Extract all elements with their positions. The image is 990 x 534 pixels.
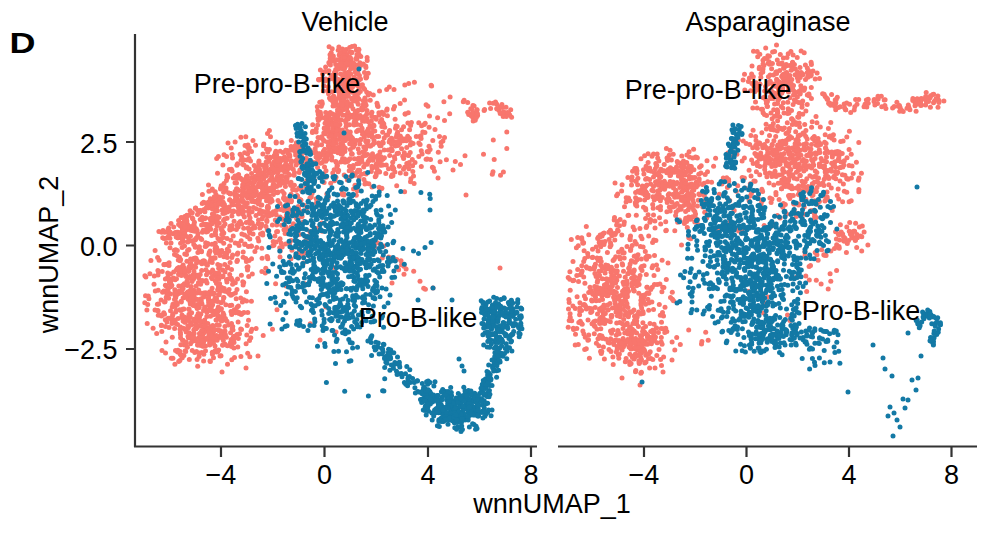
svg-text:wnnUMAP_2: wnnUMAP_2: [34, 176, 64, 335]
svg-text:Pre-pro-B-like: Pre-pro-B-like: [194, 69, 361, 99]
svg-text:4: 4: [420, 460, 435, 490]
svg-text:wnnUMAP_1: wnnUMAP_1: [472, 489, 631, 519]
svg-text:Pro-B-like: Pro-B-like: [802, 296, 921, 326]
svg-text:2.5: 2.5: [80, 129, 118, 159]
svg-text:4: 4: [841, 460, 856, 490]
svg-text:0: 0: [739, 460, 754, 490]
svg-text:−4: −4: [629, 460, 660, 490]
svg-text:Pro-B-like: Pro-B-like: [359, 303, 478, 333]
svg-text:−2.5: −2.5: [64, 335, 117, 365]
svg-text:Vehicle: Vehicle: [301, 7, 388, 37]
svg-text:Pre-pro-B-like: Pre-pro-B-like: [625, 75, 792, 105]
svg-text:−4: −4: [206, 460, 237, 490]
svg-text:Asparaginase: Asparaginase: [685, 7, 850, 37]
svg-text:D: D: [10, 27, 36, 59]
svg-text:0.0: 0.0: [80, 232, 118, 262]
svg-text:8: 8: [944, 460, 959, 490]
svg-text:8: 8: [523, 460, 538, 490]
svg-text:0: 0: [317, 460, 332, 490]
